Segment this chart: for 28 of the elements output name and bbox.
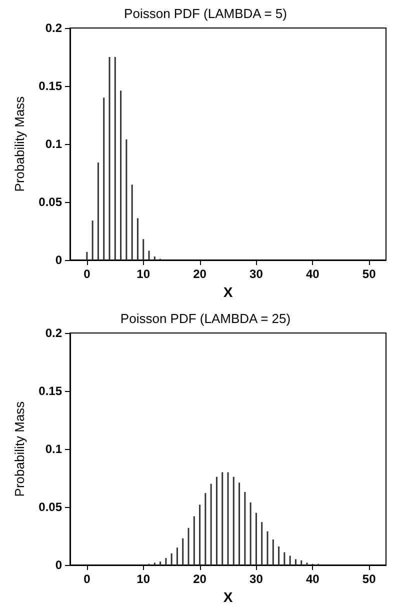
chart-title: Poisson PDF (LAMBDA = 25) [120, 311, 291, 326]
y-tick-label: 0.1 [45, 137, 62, 151]
y-tick-label: 0.15 [38, 79, 62, 93]
x-tick-label: 30 [250, 267, 264, 281]
x-tick-label: 50 [362, 572, 376, 586]
x-tick-label: 20 [193, 572, 207, 586]
x-axis-title: X [223, 588, 234, 605]
y-axis-title: Probability Mass [12, 400, 27, 497]
y-tick-label: 0.05 [38, 500, 62, 514]
x-tick-label: 20 [193, 267, 207, 281]
y-axis-title: Probability Mass [12, 96, 27, 192]
x-tick-label: 0 [84, 572, 91, 586]
x-tick-label: 40 [306, 572, 320, 586]
y-tick-label: 0.15 [38, 384, 62, 398]
y-tick-label: 0 [55, 253, 62, 267]
chart-title: Poisson PDF (LAMBDA = 5) [124, 6, 287, 21]
x-tick-label: 0 [84, 267, 91, 281]
y-tick-label: 0 [55, 558, 62, 572]
x-axis-title: X [223, 284, 234, 300]
y-tick-label: 0.2 [45, 326, 62, 340]
y-tick-label: 0.2 [45, 21, 62, 35]
x-tick-label: 10 [136, 572, 150, 586]
x-tick-label: 40 [306, 267, 320, 281]
y-tick-label: 0.1 [45, 442, 62, 456]
x-tick-label: 50 [362, 267, 376, 281]
y-tick-label: 0.05 [38, 195, 62, 209]
x-tick-label: 30 [250, 572, 264, 586]
x-tick-label: 10 [136, 267, 150, 281]
